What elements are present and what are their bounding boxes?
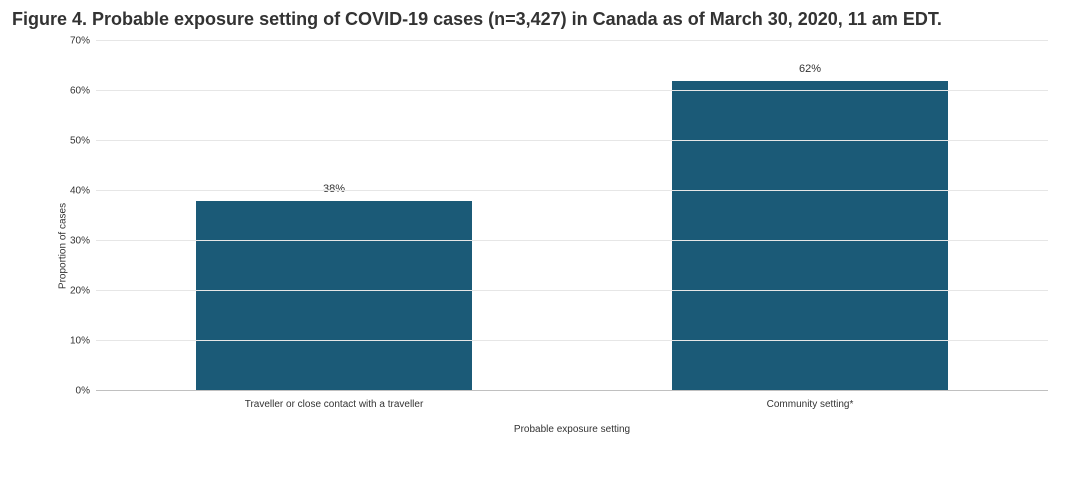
y-tick-label: 40%: [70, 186, 90, 197]
y-tick-label: 10%: [70, 336, 90, 347]
figure-title: Figure 4. Probable exposure setting of C…: [12, 8, 1068, 31]
bar-value-label: 62%: [799, 63, 821, 81]
bar-value-label: 38%: [323, 183, 345, 201]
gridline: [96, 40, 1048, 41]
plot-area: 38% 62%: [96, 41, 1048, 391]
bar: 62%: [672, 81, 948, 390]
gridline: [96, 240, 1048, 241]
bar-slot: 62%: [572, 41, 1048, 390]
x-tick-label: Community setting*: [572, 391, 1048, 410]
x-axis-ticks: Traveller or close contact with a travel…: [96, 391, 1048, 410]
y-tick-label: 60%: [70, 86, 90, 97]
gridline: [96, 290, 1048, 291]
bar-slot: 38%: [96, 41, 572, 390]
y-tick-label: 30%: [70, 236, 90, 247]
gridline: [96, 190, 1048, 191]
gridline: [96, 140, 1048, 141]
y-tick-label: 20%: [70, 286, 90, 297]
y-tick-label: 0%: [76, 386, 90, 397]
y-axis-ticks: 0%10%20%30%40%50%60%70%: [56, 41, 96, 391]
y-tick-label: 70%: [70, 36, 90, 47]
chart-area: Proportion of cases 0%10%20%30%40%50%60%…: [56, 41, 1048, 451]
y-tick-label: 50%: [70, 136, 90, 147]
plot-row: 0%10%20%30%40%50%60%70% 38%62%: [56, 41, 1048, 391]
gridline: [96, 340, 1048, 341]
gridline: [96, 90, 1048, 91]
x-tick-label: Traveller or close contact with a travel…: [96, 391, 572, 410]
figure-container: Figure 4. Probable exposure setting of C…: [0, 0, 1080, 451]
x-axis-label: Probable exposure setting: [96, 424, 1048, 435]
bar: 38%: [196, 201, 472, 390]
bars-container: 38% 62%: [96, 41, 1048, 390]
